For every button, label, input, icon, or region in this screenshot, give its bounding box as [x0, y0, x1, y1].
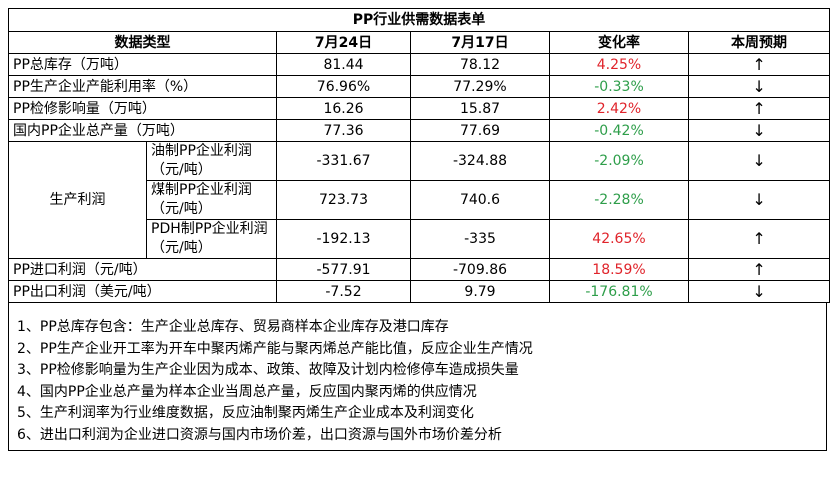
trend-arrow-icon: ↓ — [687, 180, 831, 220]
change-rate: -0.33% — [549, 75, 689, 98]
change-rate: 18.59% — [549, 258, 689, 281]
table-title: PP行业供需数据表单 — [7, 8, 831, 32]
table-row: 国内PP企业总产量（万吨） 77.36 77.69 -0.42% ↓ — [8, 119, 831, 142]
current-value: -192.13 — [276, 219, 411, 259]
note-line: 6、进出口利润为企业进口资源与国内市场价差，出口资源与国外市场价差分析 — [17, 426, 502, 443]
header-forecast: 本周预期 — [687, 31, 831, 54]
row-label: PP检修影响量（万吨） — [8, 97, 277, 120]
previous-value: -709.86 — [410, 258, 550, 281]
current-value: 16.26 — [276, 97, 411, 120]
change-rate: 2.42% — [549, 97, 689, 120]
header-type: 数据类型 — [8, 31, 277, 54]
row-label: PDH制PP企业利润（元/吨） — [146, 219, 277, 259]
data-sheet: PP行业供需数据表单 数据类型 7月24日 7月17日 变化率 本周预期 PP总… — [7, 8, 831, 485]
trend-arrow-icon: ↓ — [687, 75, 831, 98]
trend-arrow-icon: ↓ — [687, 119, 831, 142]
current-value: 77.36 — [276, 119, 411, 142]
row-label: 油制PP企业利润（元/吨） — [146, 141, 277, 181]
change-rate: -176.81% — [549, 280, 689, 303]
current-value: 81.44 — [276, 53, 411, 76]
note-line: 4、国内PP企业总产量为样本企业当周总产量，反应国内聚丙烯的供应情况 — [17, 383, 477, 400]
row-label: PP总库存（万吨） — [8, 53, 277, 76]
trend-arrow-icon: ↑ — [687, 53, 831, 76]
previous-value: 9.79 — [410, 280, 550, 303]
table-row: PP检修影响量（万吨） 16.26 15.87 2.42% ↑ — [8, 97, 831, 120]
profit-group-label: 生产利润 — [8, 141, 147, 259]
current-value: -7.52 — [276, 280, 411, 303]
change-rate: -2.28% — [549, 180, 689, 220]
table-row: 生产利润 油制PP企业利润（元/吨） -331.67 -324.88 -2.09… — [8, 141, 831, 259]
current-value: 76.96% — [276, 75, 411, 98]
header-date-previous: 7月17日 — [410, 31, 550, 54]
previous-value: -335 — [410, 219, 550, 259]
notes-box: 1、PP总库存包含：生产企业总库存、贸易商样本企业库存及港口库存 2、PP生产企… — [8, 303, 827, 451]
note-line: 3、PP检修影响量为生产企业因为成本、政策、故障及计划内检修停车造成损失量 — [17, 362, 519, 378]
trend-arrow-icon: ↑ — [687, 219, 831, 259]
supply-demand-table: PP行业供需数据表单 数据类型 7月24日 7月17日 变化率 本周预期 PP总… — [7, 8, 831, 303]
trend-arrow-icon: ↑ — [687, 97, 831, 120]
row-label: PP进口利润（元/吨） — [8, 258, 277, 281]
note-line: 5、生产利润率为行业维度数据，反应油制聚丙烯生产企业成本及利润变化 — [17, 405, 474, 421]
current-value: -577.91 — [276, 258, 411, 281]
previous-value: 77.29% — [410, 75, 550, 98]
header-date-current: 7月24日 — [276, 31, 411, 54]
current-value: -331.67 — [276, 141, 411, 181]
trend-arrow-icon: ↑ — [687, 258, 831, 281]
previous-value: 77.69 — [410, 119, 550, 142]
row-label: 煤制PP企业利润（元/吨） — [146, 180, 277, 220]
previous-value: -324.88 — [410, 141, 550, 181]
table-row: PP总库存（万吨） 81.44 78.12 4.25% ↑ — [8, 53, 831, 76]
table-row: 煤制PP企业利润（元/吨） 723.73 740.6 -2.28% ↓ — [9, 180, 831, 220]
change-rate: 42.65% — [549, 219, 689, 259]
row-label: PP生产企业产能利用率（%） — [8, 75, 277, 98]
table-row: PP进口利润（元/吨） -577.91 -709.86 18.59% ↑ — [8, 258, 831, 281]
row-label: 国内PP企业总产量（万吨） — [8, 119, 277, 142]
change-rate: -0.42% — [549, 119, 689, 142]
row-label: PP出口利润（美元/吨） — [8, 280, 277, 303]
change-rate: -2.09% — [549, 141, 689, 181]
change-rate: 4.25% — [549, 53, 689, 76]
current-value: 723.73 — [276, 180, 411, 220]
previous-value: 78.12 — [410, 53, 550, 76]
trend-arrow-icon: ↓ — [687, 280, 831, 303]
note-line: 2、PP生产企业开工率为开车中聚丙烯产能与聚丙烯总产能比值，反应企业生产情况 — [17, 340, 533, 357]
table-row: PP生产企业产能利用率（%） 76.96% 77.29% -0.33% ↓ — [8, 75, 831, 98]
note-line: 1、PP总库存包含：生产企业总库存、贸易商样本企业库存及港口库存 — [17, 319, 449, 335]
table-row: PDH制PP企业利润（元/吨） -192.13 -335 42.65% ↑ — [9, 219, 831, 259]
trend-arrow-icon: ↓ — [687, 141, 831, 181]
header-change: 变化率 — [549, 31, 689, 54]
table-row: PP出口利润（美元/吨） -7.52 9.79 -176.81% ↓ — [8, 280, 831, 303]
previous-value: 15.87 — [410, 97, 550, 120]
previous-value: 740.6 — [410, 180, 550, 220]
